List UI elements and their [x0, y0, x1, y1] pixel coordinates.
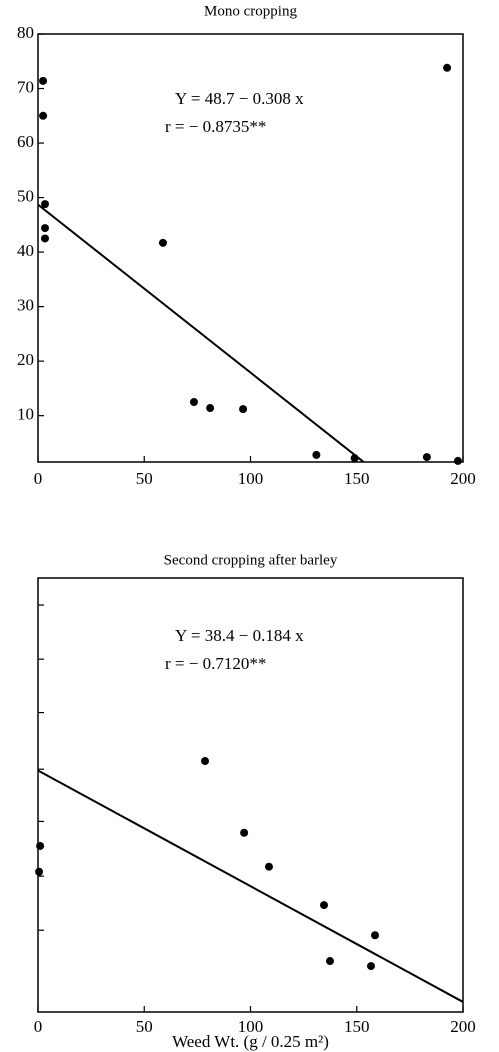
point: [41, 224, 50, 233]
point: [240, 828, 249, 837]
point: [41, 234, 50, 243]
y-tick-label: 40: [17, 241, 34, 260]
y-tick-label: 60: [17, 132, 34, 151]
chart-title: Mono cropping: [204, 3, 297, 19]
x-tick-label: 0: [34, 469, 43, 488]
point: [453, 456, 462, 465]
point: [443, 63, 452, 72]
point: [206, 404, 215, 413]
point: [189, 398, 198, 407]
point: [371, 931, 380, 940]
point: [350, 454, 359, 463]
point: [312, 450, 321, 459]
x-tick-label: 200: [450, 469, 476, 488]
point: [366, 962, 375, 971]
y-tick-label: 10: [17, 405, 34, 424]
x-tick-label: 150: [344, 1017, 370, 1036]
x-tick-label: 50: [136, 469, 153, 488]
x-tick-label: 150: [344, 469, 370, 488]
point: [320, 901, 329, 910]
point: [158, 238, 167, 247]
point: [422, 453, 431, 462]
annotation: Y = 38.4 − 0.184 x: [175, 626, 304, 645]
chart-title: Second cropping after barley: [164, 552, 338, 568]
point: [41, 200, 50, 209]
x-axis-label: Weed Wt. (g / 0.25 m²): [172, 1032, 329, 1051]
point: [201, 757, 210, 766]
point: [239, 405, 248, 414]
point: [264, 862, 273, 871]
trend-line: [38, 203, 366, 462]
point: [35, 867, 44, 876]
point: [39, 111, 48, 120]
x-tick-label: 200: [450, 1017, 476, 1036]
x-tick-label: 100: [238, 469, 264, 488]
point: [325, 957, 334, 966]
x-tick-label: 100: [238, 1017, 264, 1036]
trend-line: [38, 769, 463, 1003]
point: [36, 841, 45, 850]
annotation: r = − 0.8735**: [165, 117, 266, 136]
annotation: r = − 0.7120**: [165, 654, 266, 673]
x-tick-label: 50: [136, 1017, 153, 1036]
y-tick-label: 50: [17, 186, 34, 205]
y-tick-label: 80: [17, 23, 34, 42]
annotation: Y = 48.7 − 0.308 x: [175, 89, 304, 108]
x-tick-label: 0: [34, 1017, 43, 1036]
y-tick-label: 30: [17, 296, 34, 315]
y-tick-label: 70: [17, 77, 34, 96]
y-tick-label: 20: [17, 350, 34, 369]
point: [39, 76, 48, 85]
